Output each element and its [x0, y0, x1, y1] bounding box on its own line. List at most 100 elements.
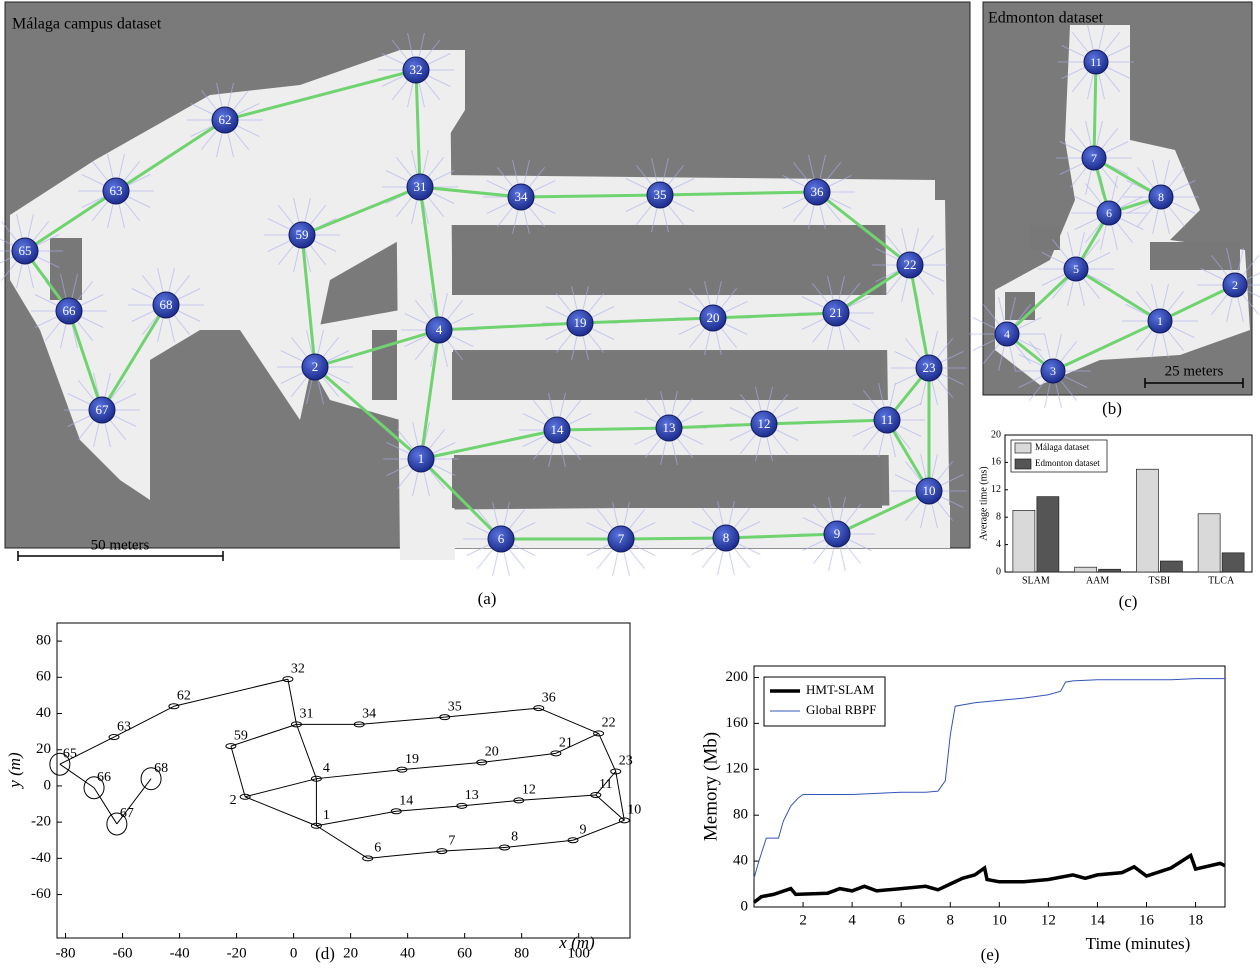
map-title: Edmonton dataset [988, 10, 1104, 27]
legend-label: HMT-SLAM [806, 682, 875, 697]
y-tick-label: 20 [36, 741, 51, 757]
edge [245, 779, 316, 797]
bar [1136, 469, 1158, 572]
y-tick-label: 20 [991, 429, 1001, 440]
series-line [754, 855, 1225, 902]
x-tick-label: 6 [897, 912, 905, 928]
node-label: 2 [230, 793, 237, 808]
caption: (a) [478, 589, 497, 608]
x-tick-label: 18 [1188, 912, 1203, 928]
node-label: 31 [414, 179, 427, 194]
y-tick-label: -20 [31, 814, 51, 830]
node-label: 10 [627, 803, 641, 818]
node-label: 36 [542, 690, 556, 705]
x-tick-label: -40 [170, 945, 190, 961]
node-label: 4 [1004, 327, 1010, 341]
y-tick-label: 160 [726, 715, 749, 731]
node-label: 1 [1157, 314, 1163, 328]
bar [1037, 497, 1059, 572]
node-label: 35 [448, 699, 462, 714]
edge [316, 826, 367, 859]
node-label: 5 [1073, 262, 1079, 276]
edge [1094, 62, 1096, 158]
edge [539, 708, 599, 733]
x-tick-label: 80 [514, 945, 529, 961]
legend-swatch [1015, 459, 1031, 469]
figure: 3262636566686759313435362224192021231413… [0, 0, 1260, 969]
node-label: 20 [485, 745, 499, 760]
node-label: 21 [559, 736, 573, 751]
edge [288, 679, 297, 724]
y-tick-label: 16 [991, 457, 1001, 468]
node-label: 23 [923, 360, 936, 375]
x-tick-label: 60 [457, 945, 472, 961]
legend-swatch [1015, 443, 1031, 453]
y-tick-label: 120 [726, 761, 749, 777]
x-tick-label: SLAM [1022, 575, 1050, 586]
x-tick-label: 20 [343, 945, 358, 961]
x-tick-label: 14 [1090, 912, 1106, 928]
edge [599, 733, 616, 771]
node-label: 2 [312, 359, 319, 374]
caption: (b) [1102, 399, 1122, 418]
node-label: 63 [110, 183, 123, 198]
obstacle [452, 458, 882, 508]
node-label: 3 [1050, 364, 1056, 378]
free-space [400, 505, 950, 548]
obstacle [1150, 242, 1240, 270]
y-tick-label: 0 [44, 777, 52, 793]
node-label: 6 [374, 841, 381, 856]
node-label: 62 [219, 112, 232, 127]
x-tick-label: 40 [400, 945, 415, 961]
x-tick-label: TSBI [1149, 575, 1171, 586]
node-label: 8 [1158, 190, 1164, 204]
x-tick-label: 4 [848, 912, 856, 928]
node-label: 1 [418, 451, 425, 466]
caption: (d) [315, 944, 335, 963]
y-tick-label: 0 [741, 898, 749, 914]
edge [616, 771, 625, 820]
x-tick-label: 12 [1041, 912, 1056, 928]
node-label: 67 [96, 402, 110, 417]
y-axis-label: y (m) [5, 752, 24, 790]
y-tick-label: -60 [31, 886, 51, 902]
x-tick-label: 8 [947, 912, 955, 928]
y-tick-label: 80 [36, 633, 51, 649]
y-tick-label: 12 [991, 484, 1001, 495]
y-axis-label: Average time (ms) [978, 466, 989, 540]
caption: (e) [981, 945, 1000, 964]
node-label: 14 [551, 422, 565, 437]
node-label: 22 [904, 257, 917, 272]
node-label: 11 [599, 777, 612, 792]
x-axis-label: Time (minutes) [1086, 934, 1191, 953]
node-label: 65 [63, 746, 77, 761]
y-tick-label: 40 [36, 705, 51, 721]
node-label: 36 [811, 184, 825, 199]
node-label: 19 [574, 315, 587, 330]
node-label: 66 [63, 303, 77, 318]
x-tick-label: -80 [56, 945, 76, 961]
bar [1198, 514, 1220, 572]
node-label: 7 [448, 833, 455, 848]
obstacle [452, 352, 882, 400]
y-axis-label: Memory (Mb) [700, 732, 721, 841]
x-tick-label: AAM [1086, 575, 1109, 586]
plot-frame [57, 623, 630, 938]
node-label: 8 [723, 530, 730, 545]
y-tick-label: 60 [36, 669, 51, 685]
y-tick-label: 40 [733, 853, 748, 869]
y-tick-label: 80 [733, 807, 748, 823]
x-tick-label: 0 [290, 945, 298, 961]
scale-label: 25 meters [1165, 363, 1224, 379]
edge [245, 797, 316, 826]
node-label: 34 [362, 707, 376, 722]
node-label: 13 [663, 420, 676, 435]
node-label: 32 [410, 62, 423, 77]
node-label: 66 [97, 770, 111, 785]
edge [621, 538, 726, 539]
node-label: 11 [1090, 55, 1102, 69]
x-tick-label: TLCA [1208, 575, 1235, 586]
node-label: 32 [291, 661, 305, 676]
node-label: 19 [405, 752, 419, 767]
node-label: 63 [117, 719, 131, 734]
